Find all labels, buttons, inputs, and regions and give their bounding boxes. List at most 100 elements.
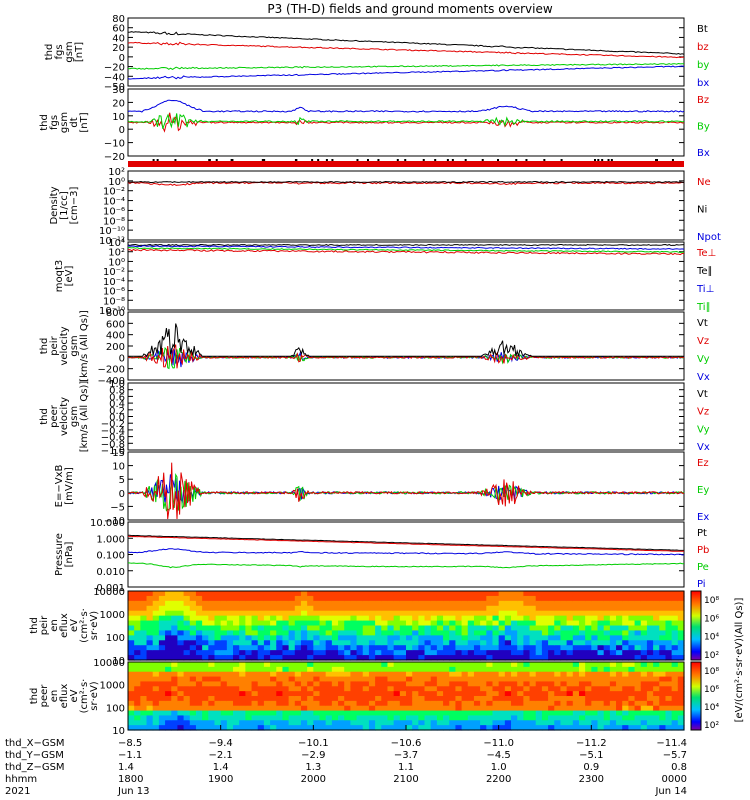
spectrogram-cell [511, 610, 518, 617]
spectrogram-cell [578, 666, 586, 673]
spectrogram-cell [245, 595, 253, 602]
spectrogram-cell [616, 666, 623, 673]
spectrogram-cell [585, 705, 592, 712]
y-axis-label-line: peir [49, 335, 60, 355]
spectrogram-cell [504, 676, 512, 683]
spectrogram-cell [436, 630, 444, 636]
spectrogram-cell [171, 666, 179, 673]
spectrogram-cell [554, 715, 562, 721]
spectrogram-cell [257, 710, 265, 717]
spectrogram-cell [177, 635, 185, 641]
legend-entry-bt: Bt [697, 24, 708, 35]
spectrogram-cell [158, 620, 166, 627]
spectrogram-cell [443, 645, 450, 651]
spectrogram-cell [393, 700, 401, 707]
spectrogram-cell [591, 676, 599, 683]
spectrogram-cell [183, 686, 191, 692]
spectrogram-cell [554, 650, 562, 656]
spectrogram-cell [597, 686, 605, 692]
spectrogram-cell [430, 705, 438, 712]
spectrogram-cell [473, 591, 481, 597]
spectrogram-cell [616, 686, 623, 692]
spectrogram-cell [449, 662, 457, 668]
spectrogram-cell [449, 615, 457, 622]
spectrogram-cell [282, 600, 290, 607]
spectrogram-cell [140, 600, 148, 607]
spectrogram-cell [195, 650, 203, 656]
spectrogram-cell [189, 676, 197, 683]
series-Pe [127, 562, 685, 569]
spectrogram-cell [523, 662, 531, 668]
spectrogram-cell [591, 591, 599, 597]
spectrogram-cell [183, 595, 191, 602]
spectrogram-cell [158, 705, 166, 712]
legend-entry-npot: Npot [697, 232, 721, 243]
spectrogram-cell [368, 591, 376, 597]
spectrogram-cell [381, 640, 389, 646]
spectrogram-cell [226, 591, 234, 597]
spectrogram-cell [517, 600, 524, 607]
spectrogram-cell [430, 681, 438, 687]
spectrogram-cell [467, 696, 475, 702]
spectrogram-cell [406, 705, 413, 712]
spectrogram-cell [578, 696, 586, 702]
spectrogram-cell [677, 591, 685, 597]
spectrogram-cell [535, 666, 543, 673]
spectrogram-cell [659, 630, 667, 636]
spectrogram-cell [288, 620, 296, 627]
spectrogram-cell [461, 700, 469, 707]
spectrogram-cell [560, 615, 568, 622]
spectrogram-cell [356, 620, 364, 627]
spectrogram-cell [128, 625, 135, 632]
spectrogram-cell [214, 610, 222, 617]
spectrogram-cell [368, 720, 376, 726]
spectrogram-cell [498, 640, 506, 646]
spectrogram-cell [282, 591, 290, 597]
spectrogram-cell [208, 625, 216, 632]
spectrogram-cell [344, 691, 351, 697]
spectrogram-cell [511, 715, 518, 721]
spectrogram-cell [319, 696, 327, 702]
spectrogram-cell [498, 700, 506, 707]
spectrogram-cell [622, 615, 629, 622]
x-gsm-label: −9.4 [209, 738, 233, 749]
spectrogram-cell [158, 595, 166, 602]
spectrogram-cell [276, 610, 284, 617]
spectrogram-cell [566, 696, 574, 702]
spectrogram-cell [449, 650, 457, 656]
spectrogram-cell [418, 650, 426, 656]
spectrogram-cell [597, 620, 605, 627]
spectrogram-cell [239, 710, 246, 717]
spectrogram-cell [350, 605, 358, 612]
legend-entry-vt: Vt [697, 318, 708, 329]
spectrogram-cell [362, 600, 370, 607]
spectrogram-cell [165, 715, 172, 721]
spectrogram-cell [140, 696, 148, 702]
spectrogram-cell [467, 725, 475, 731]
spectrogram-cell [597, 595, 605, 602]
spectrogram-cell [177, 676, 185, 683]
spectrogram-cell [436, 705, 444, 712]
y-tick-label: 10⁻¹² [99, 236, 125, 247]
spectrogram-cell [183, 700, 191, 707]
spectrogram-cell [535, 662, 543, 668]
spectrogram-cell [566, 645, 574, 651]
spectrogram-cell [498, 725, 506, 731]
spectrogram-cell [659, 700, 667, 707]
spectrogram-cell [492, 681, 500, 687]
spectrogram-cell [424, 615, 432, 622]
spectrogram-cell [443, 705, 450, 712]
flag-mark [174, 159, 177, 161]
spectrogram-cell [134, 710, 141, 717]
spectrogram-cell [523, 650, 531, 656]
spectrogram-cell [350, 615, 358, 622]
spectrogram-cell [387, 610, 395, 617]
spectrogram-cell [430, 595, 438, 602]
spectrogram-cell [152, 725, 160, 731]
series-Ti-perp [127, 245, 685, 250]
spectrogram-cell [616, 635, 623, 641]
spectrogram-cell [288, 681, 296, 687]
spectrogram-cell [350, 662, 358, 668]
spectrogram-cell [362, 696, 370, 702]
spectrogram-cell [492, 640, 500, 646]
